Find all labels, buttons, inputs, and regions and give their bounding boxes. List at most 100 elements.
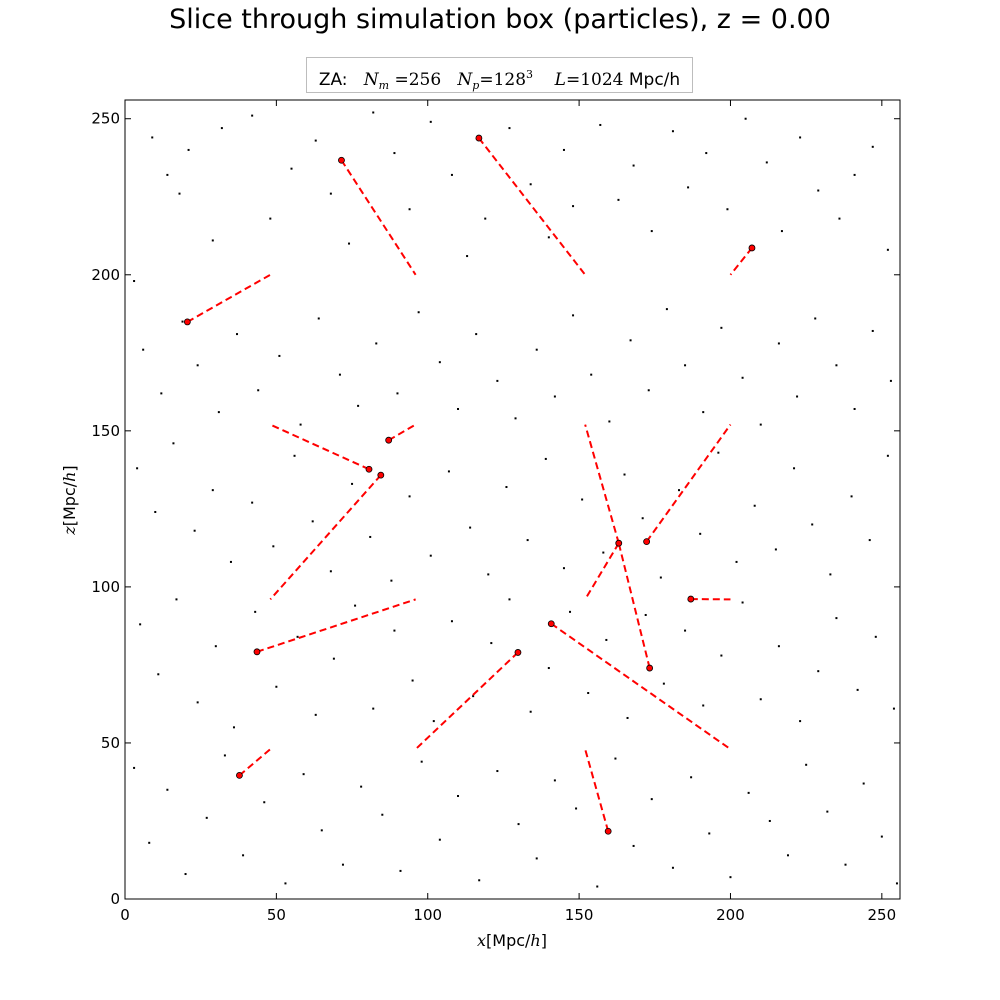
particle-point	[223, 754, 226, 757]
particle-point	[632, 844, 635, 847]
particle-point	[172, 442, 175, 445]
y-tick-label: 50	[101, 734, 120, 752]
particle-point	[447, 470, 450, 473]
particle-point	[175, 598, 178, 601]
particle-point	[181, 320, 184, 323]
particle-point	[220, 127, 223, 130]
particle-point	[553, 395, 556, 398]
particle-point	[880, 835, 883, 838]
particle-point	[641, 517, 644, 520]
displacement-line	[269, 423, 370, 471]
particle-point	[774, 548, 777, 551]
particle-point	[472, 695, 475, 698]
particle-point	[311, 520, 314, 523]
particle-point	[393, 629, 396, 632]
particle-point	[154, 510, 157, 513]
displacement-line	[478, 137, 586, 276]
particle-point	[284, 882, 287, 885]
particle-point	[741, 376, 744, 379]
particle-point	[399, 869, 402, 872]
particle-point	[420, 760, 423, 763]
particle-point	[690, 776, 693, 779]
particle-point	[747, 791, 750, 794]
particle-point	[411, 679, 414, 682]
particle-point	[369, 535, 372, 538]
particle-point	[275, 685, 278, 688]
particle-point	[178, 192, 181, 195]
particle-point	[647, 389, 650, 392]
particle-point	[469, 526, 472, 529]
x-tick-label: 150	[565, 906, 594, 924]
legend-l: L=1024	[554, 70, 624, 90]
particle-point	[678, 489, 681, 492]
particle-point	[814, 317, 817, 320]
particle-point	[684, 364, 687, 367]
particle-point	[777, 342, 780, 345]
particle-point	[372, 111, 375, 114]
particle-point	[166, 173, 169, 176]
particle-point	[547, 236, 550, 239]
particle-point	[720, 654, 723, 657]
highlighted-particle	[183, 318, 191, 326]
particle-point	[705, 152, 708, 155]
highlighted-particle	[236, 772, 243, 779]
particle-point	[529, 710, 532, 713]
particle-point	[351, 482, 354, 485]
particle-point	[726, 208, 729, 211]
highlighted-particle	[385, 436, 393, 444]
particle-point	[608, 420, 611, 423]
x-axis-label: x[Mpc/h]	[477, 931, 547, 950]
particle-point	[720, 326, 723, 329]
particle-point	[644, 613, 647, 616]
particle-point	[587, 692, 590, 695]
legend-prefix: ZA:	[318, 70, 348, 90]
y-tick-label: 0	[110, 890, 120, 908]
particle-point	[396, 392, 399, 395]
y-tick-label: 250	[91, 110, 120, 128]
particle-point	[505, 486, 508, 489]
highlighted-particle	[475, 134, 483, 142]
particle-point	[886, 248, 889, 251]
highlight-layer	[183, 134, 756, 835]
particle-point	[599, 123, 602, 126]
particle-point	[160, 392, 163, 395]
particle-point	[302, 773, 305, 776]
particle-point	[853, 407, 856, 410]
particle-point	[375, 342, 378, 345]
particle-point	[684, 629, 687, 632]
particle-point	[148, 841, 151, 844]
particle-point	[478, 879, 481, 882]
particle-point	[381, 813, 384, 816]
particle-point	[562, 567, 565, 570]
particle-point	[708, 832, 711, 835]
legend-np: Np=1283	[457, 68, 534, 92]
particle-point	[602, 551, 605, 554]
particle-point	[874, 635, 877, 638]
particle-point	[671, 866, 674, 869]
particle-point	[529, 183, 532, 186]
particle-point	[314, 713, 317, 716]
particle-point	[466, 255, 469, 258]
particle-point	[744, 117, 747, 120]
highlighted-particle	[547, 620, 555, 628]
particle-point	[871, 329, 874, 332]
particle-point	[232, 726, 235, 729]
particle-point	[868, 539, 871, 542]
highlighted-particle	[514, 649, 522, 656]
particle-point	[569, 610, 572, 613]
particle-point	[372, 707, 375, 710]
particle-point	[133, 766, 136, 769]
particle-point	[272, 545, 275, 548]
particle-point	[314, 139, 317, 142]
particle-point	[450, 173, 453, 176]
particle-point	[133, 280, 136, 283]
particle-point	[196, 701, 199, 704]
particle-point	[811, 523, 814, 526]
particle-point	[251, 501, 254, 504]
particle-point	[702, 411, 705, 414]
particle-point	[572, 205, 575, 208]
x-tick-label: 250	[868, 906, 897, 924]
displacement-line	[256, 598, 416, 653]
particle-point	[429, 554, 432, 557]
